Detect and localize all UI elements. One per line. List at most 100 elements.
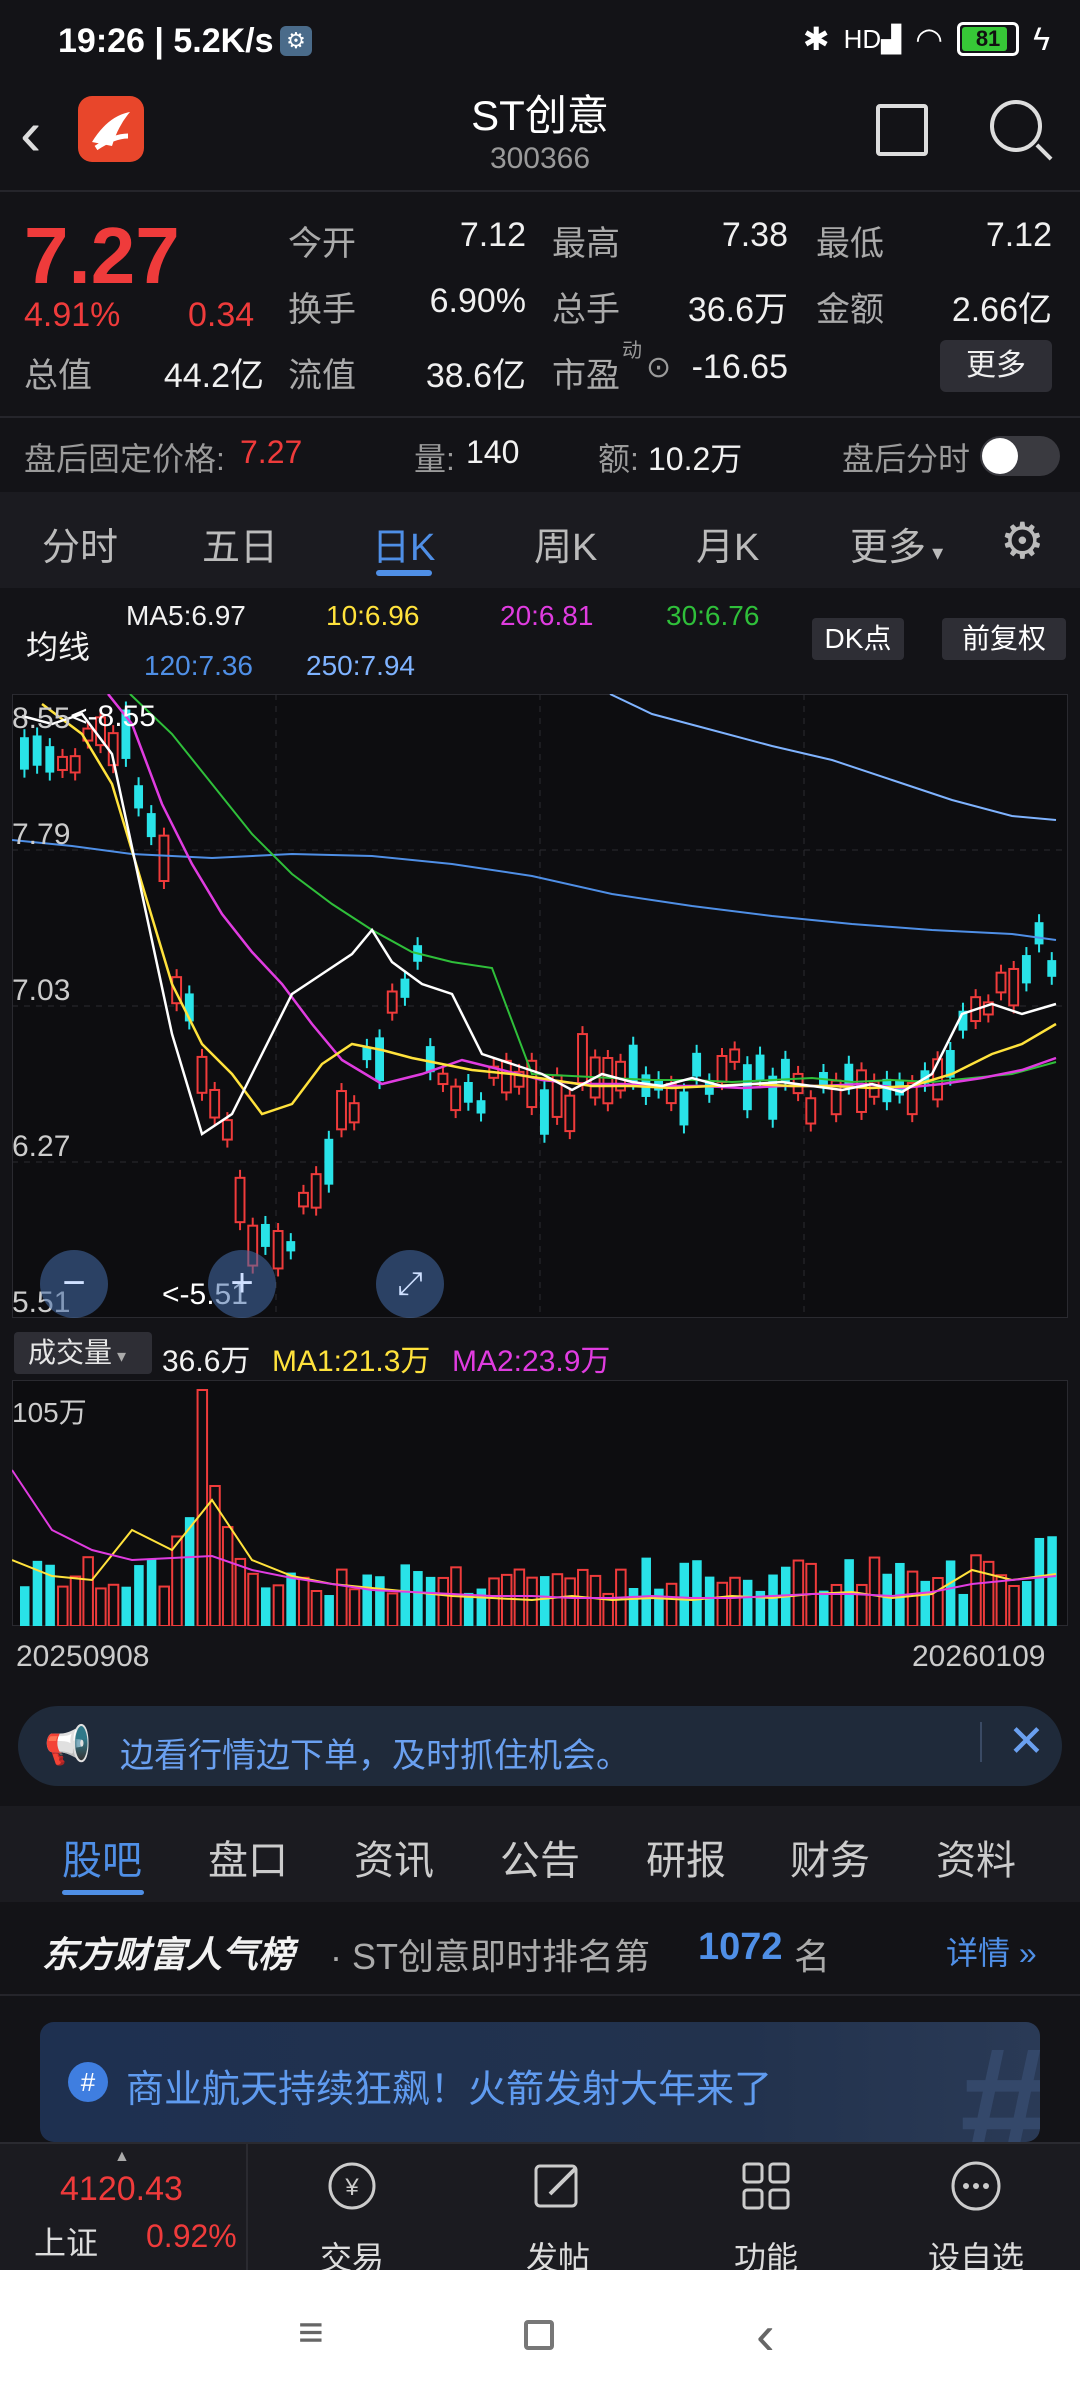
volume-bar <box>654 1588 664 1626</box>
volume-bars <box>20 1389 1057 1626</box>
adjust-button[interactable]: 前复权 <box>942 618 1066 660</box>
candle-body <box>602 1056 614 1105</box>
index-value: 4120.43 <box>60 2170 183 2208</box>
candle-body <box>540 1089 549 1135</box>
candle-body <box>805 1097 817 1125</box>
float-label: 流值 <box>288 357 356 395</box>
volume-value: 36.6万 <box>687 291 788 329</box>
candle-body <box>121 709 131 759</box>
dropdown-arrow-icon: ▾ <box>926 540 944 565</box>
turnover-value: 6.90% <box>429 282 526 320</box>
tab-daily-k[interactable]: 日K <box>372 527 436 569</box>
volume-bar <box>970 1554 982 1626</box>
volume-bar <box>324 1595 334 1626</box>
tab-announcements[interactable]: 公告 <box>500 1839 580 1883</box>
add-watchlist-button[interactable]: 设自选 <box>896 2158 1056 2279</box>
tab-financials[interactable]: 财务 <box>790 1839 870 1883</box>
status-bar: 19:26 | 5.2K/s ⚙ ✱ HD▟ ◠ 81 ϟ <box>0 0 1080 90</box>
high-value: 7.38 <box>721 216 788 254</box>
menu-icon[interactable]: ≡ <box>298 2308 324 2357</box>
ma120-value: 120:7.36 <box>144 650 253 681</box>
post-button[interactable]: 发帖 <box>478 2158 638 2279</box>
kline-chart[interactable]: 8.55 7.79 7.03 6.27 5.51 <-8.55 <-5.51 <box>12 694 1068 1318</box>
after-hours-toggle[interactable] <box>980 436 1060 476</box>
tab-monthly-k[interactable]: 月K <box>696 527 760 569</box>
candle-body <box>1047 960 1057 977</box>
more-button[interactable]: 更多 <box>940 340 1052 392</box>
tab-forum[interactable]: 股吧 <box>62 1839 142 1883</box>
volume-bar <box>310 1589 323 1626</box>
volume-bar <box>704 1576 715 1626</box>
tab-research[interactable]: 研报 <box>646 1839 726 1883</box>
candle-body <box>336 1090 347 1131</box>
volume-bar <box>121 1586 131 1626</box>
promo-banner[interactable]: 📢 边看行情边下单，及时抓住机会。 ✕ <box>18 1706 1062 1786</box>
open-value: 7.12 <box>459 216 526 254</box>
topic-banner[interactable]: # # 商业航天持续狂飙！火箭发射大年来了 <box>40 2022 1040 2142</box>
back-icon[interactable]: ‹ <box>756 2303 775 2366</box>
popularity-prefix: · ST创意即时排名第 <box>330 1936 650 1977</box>
double-chevron-icon: » <box>1010 1935 1037 1971</box>
volume-ma2-line <box>12 1469 1057 1599</box>
hash-decoration-icon: # <box>960 2022 1040 2142</box>
hash-icon: # <box>68 2062 108 2102</box>
volume-bar <box>628 1587 639 1626</box>
search-icon[interactable] <box>990 100 1042 152</box>
volume-bar <box>20 1586 30 1626</box>
function-button[interactable]: 功能 <box>686 2158 846 2279</box>
page-title: ST创意 <box>471 92 609 139</box>
more-dots-icon <box>951 2161 1001 2211</box>
mktcap-label: 总值 <box>24 357 92 395</box>
back-chevron-icon[interactable]: ‹ <box>20 97 42 169</box>
volume-bar <box>716 1581 729 1626</box>
tab-more[interactable]: 更多 ▾ <box>850 527 944 569</box>
close-icon[interactable]: ✕ <box>1008 1717 1045 1766</box>
high-label: 最高 <box>552 225 620 263</box>
tab-intraday[interactable]: 分时 <box>42 527 119 569</box>
float-value: 38.6亿 <box>425 357 526 395</box>
candle-body <box>628 1044 638 1082</box>
trade-button[interactable]: ¥ 交易 <box>272 2158 432 2279</box>
share-icon[interactable] <box>876 104 928 156</box>
candle-body <box>1034 922 1044 945</box>
volume-selector[interactable]: 成交量 ▾ <box>14 1332 152 1374</box>
popularity-brand: 东方财富人气榜 <box>42 1934 295 1975</box>
y-label-4: 6.27 <box>12 1130 70 1163</box>
home-icon[interactable] <box>524 2320 554 2350</box>
system-nav-bar: ≡ ‹ <box>0 2270 1080 2400</box>
tab-order-book[interactable]: 盘口 <box>208 1839 288 1883</box>
ma5-value: MA5:6.97 <box>126 600 246 631</box>
popularity-row[interactable]: 东方财富人气榜 · ST创意即时排名第 1072 名 详情 » <box>0 1904 1080 1994</box>
candle-body <box>995 971 1007 994</box>
banner-text: 商业航天持续狂飙！火箭发射大年来了 <box>126 2069 773 2111</box>
gear-icon[interactable]: ⚙ <box>1000 513 1045 569</box>
ma-label[interactable]: 均线 <box>26 629 91 665</box>
volume-bar <box>400 1564 410 1626</box>
dropdown-arrow-icon: ▾ <box>112 1346 127 1366</box>
tab-five-day[interactable]: 五日 <box>202 527 279 569</box>
tab-weekly-k[interactable]: 周K <box>534 527 598 569</box>
divider <box>0 416 1080 418</box>
dk-point-button[interactable]: DK点 <box>812 618 904 660</box>
volume-bar <box>1047 1536 1057 1626</box>
volume-max-label: 105万 <box>12 1397 87 1428</box>
index-pct: 0.92% <box>146 2218 237 2254</box>
info-icon[interactable]: ⊙ <box>646 351 672 384</box>
zoom-out-button[interactable]: − <box>40 1250 108 1318</box>
candle-body <box>1008 967 1020 1007</box>
fullscreen-icon[interactable]: ⤢ <box>376 1250 444 1318</box>
tab-news[interactable]: 资讯 <box>354 1839 434 1883</box>
detail-link[interactable]: 详情 » <box>946 1935 1037 1971</box>
volume-chart[interactable]: 105万 <box>12 1380 1068 1626</box>
content-tabs: 股吧 盘口 资讯 公告 研报 财务 资料 <box>0 1806 1080 1902</box>
status-time: 19:26 | 5.2K/s <box>58 22 274 60</box>
amount-label: 金额 <box>816 291 884 329</box>
after-hours-row: 盘后固定价格: 7.27 量: 140 额: 10.2万 盘后分时 <box>0 420 1080 490</box>
candle-body <box>425 1046 435 1073</box>
tab-profile[interactable]: 资料 <box>936 1839 1016 1883</box>
mktcap-value: 44.2亿 <box>163 357 264 395</box>
end-date: 20260109 <box>912 1640 1046 1673</box>
zoom-in-button[interactable]: + <box>208 1250 276 1318</box>
candles <box>20 701 1057 1277</box>
candle-body <box>716 1054 728 1084</box>
